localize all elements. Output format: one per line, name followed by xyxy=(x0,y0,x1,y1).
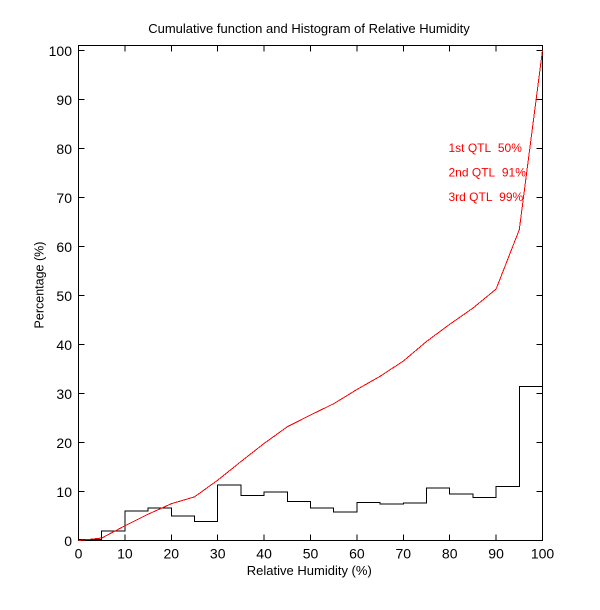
svg-text:0: 0 xyxy=(64,533,72,549)
svg-text:Percentage (%): Percentage (%) xyxy=(33,242,47,329)
svg-text:80: 80 xyxy=(442,546,458,562)
svg-text:40: 40 xyxy=(56,337,72,353)
svg-text:1st QTL 50%: 1st QTL 50% xyxy=(449,141,523,155)
svg-text:90: 90 xyxy=(56,92,72,108)
svg-text:Relative Humidity (%): Relative Humidity (%) xyxy=(247,563,372,578)
svg-text:50: 50 xyxy=(303,546,319,562)
svg-text:40: 40 xyxy=(256,546,272,562)
svg-text:30: 30 xyxy=(210,546,226,562)
svg-text:80: 80 xyxy=(56,141,72,157)
svg-text:100: 100 xyxy=(49,43,73,59)
svg-text:100: 100 xyxy=(531,546,555,562)
svg-text:70: 70 xyxy=(56,190,72,206)
svg-text:10: 10 xyxy=(117,546,133,562)
svg-text:60: 60 xyxy=(349,546,365,562)
svg-text:50: 50 xyxy=(56,288,72,304)
svg-text:10: 10 xyxy=(56,484,72,500)
svg-text:2nd QTL 91%: 2nd QTL 91% xyxy=(449,165,527,179)
svg-text:20: 20 xyxy=(164,546,180,562)
svg-text:Cumulative function and Histog: Cumulative function and Histogram of Rel… xyxy=(148,21,470,36)
svg-text:3rd QTL 99%: 3rd QTL 99% xyxy=(449,190,524,204)
svg-text:90: 90 xyxy=(488,546,504,562)
svg-text:0: 0 xyxy=(75,546,83,562)
svg-text:20: 20 xyxy=(56,435,72,451)
svg-text:70: 70 xyxy=(396,546,412,562)
svg-text:30: 30 xyxy=(56,386,72,402)
svg-text:60: 60 xyxy=(56,239,72,255)
